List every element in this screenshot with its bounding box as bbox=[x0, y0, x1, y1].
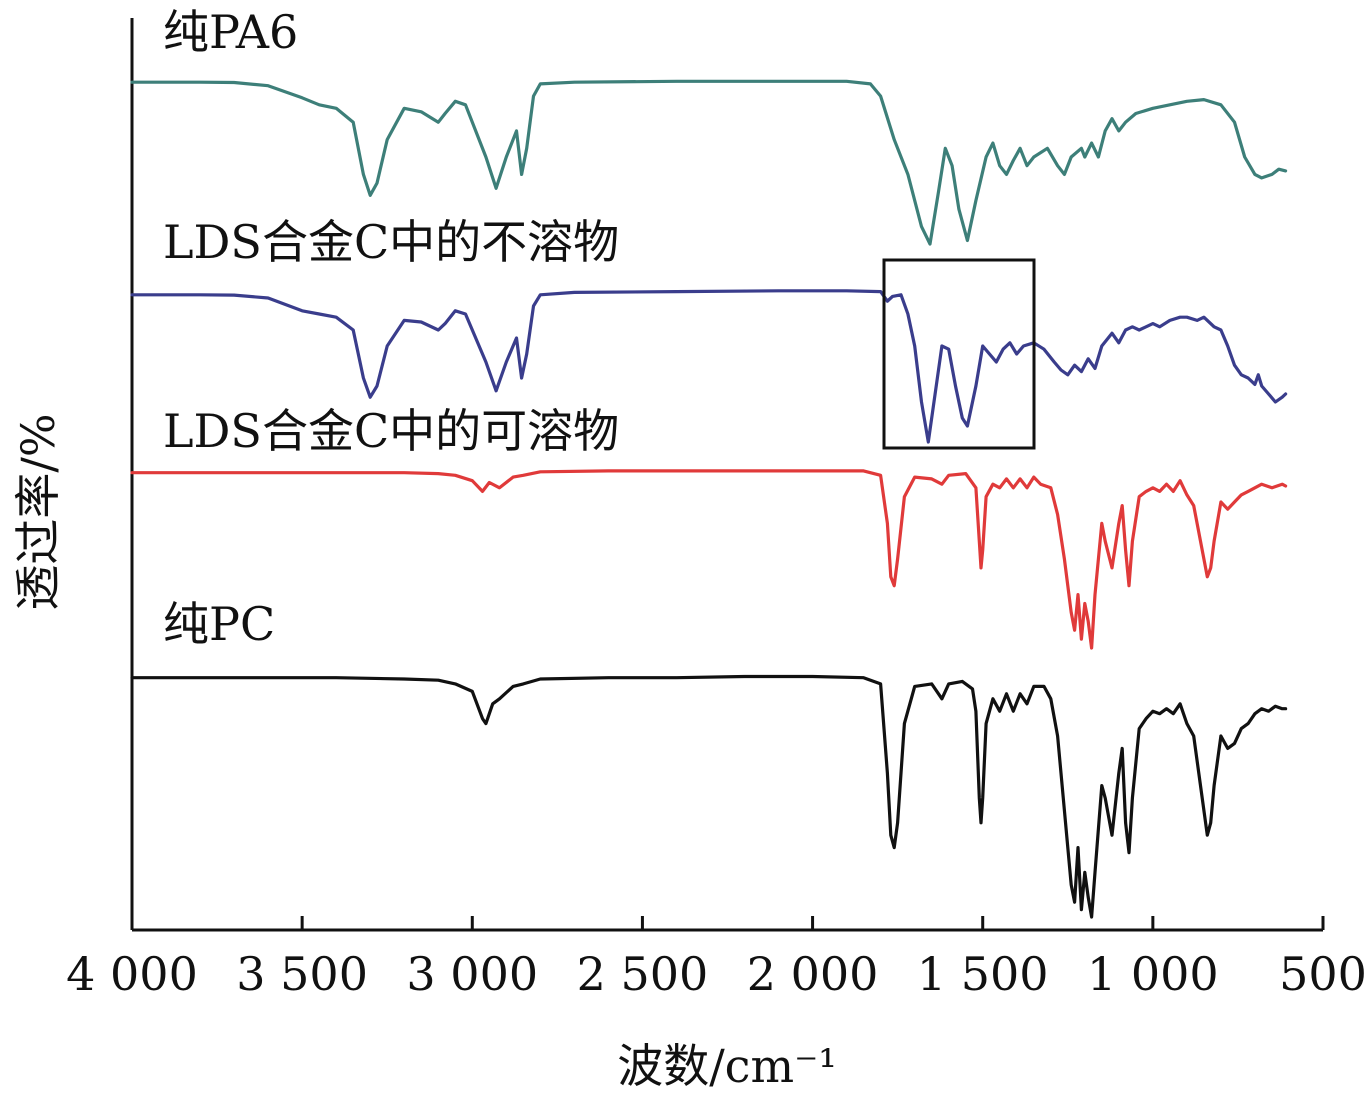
x-tick-label: 1 500 bbox=[917, 947, 1049, 1001]
highlight-box bbox=[882, 258, 1036, 450]
series-line bbox=[130, 79, 1288, 246]
x-tick-label: 2 000 bbox=[747, 947, 879, 1001]
series-line bbox=[130, 289, 1288, 444]
x-tick-label: 3 500 bbox=[236, 947, 368, 1001]
x-tick-label: 3 000 bbox=[406, 947, 538, 1001]
series-label: LDS合金C中的不溶物 bbox=[163, 215, 619, 269]
axes: 4 000 3 500 3 000 2 500 2 000 1 500 1 000 500 波数… bbox=[11, 18, 1367, 1093]
x-tick-label: 500 bbox=[1279, 947, 1367, 1001]
series-line bbox=[130, 674, 1288, 919]
y-axis-title: 透过率/% bbox=[11, 413, 65, 610]
series-label: 纯PC bbox=[163, 597, 275, 651]
series-line bbox=[130, 469, 1288, 650]
x-tick-label: 4 000 bbox=[66, 947, 198, 1001]
series-label: LDS合金C中的可溶物 bbox=[163, 404, 619, 458]
series-label: 纯PA6 bbox=[163, 5, 298, 59]
series-layer bbox=[130, 79, 1288, 919]
x-axis-title: 波数/cm⁻¹ bbox=[617, 1039, 837, 1093]
x-tick-label: 2 500 bbox=[577, 947, 709, 1001]
x-tick-label: 1 000 bbox=[1087, 947, 1219, 1001]
